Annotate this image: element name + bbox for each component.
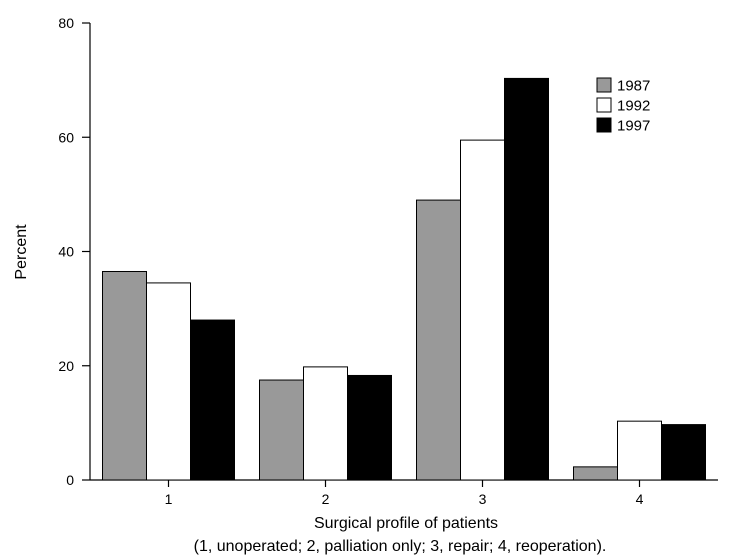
- legend: 1987 1992 1997: [596, 77, 650, 135]
- legend-swatch-1992: [596, 97, 612, 113]
- bar-1992-cat-4: [617, 420, 662, 481]
- bar-1997-cat-2: [347, 374, 392, 481]
- legend-swatch-1997: [596, 117, 612, 133]
- x-tick-label: 3: [479, 491, 487, 507]
- bar-1987-cat-4: [573, 466, 618, 481]
- x-tick-label: 4: [636, 491, 644, 507]
- x-tick-label: 1: [165, 491, 173, 507]
- bar-1992-cat-1: [146, 282, 191, 481]
- bar-1997-cat-1: [190, 319, 235, 481]
- legend-label-1997: 1997: [617, 118, 650, 135]
- legend-label-1992: 1992: [617, 98, 650, 115]
- y-tick-label: 60: [58, 129, 74, 145]
- x-axis-note: (1, unoperated; 2, palliation only; 3, r…: [194, 538, 607, 555]
- y-tick-label: 20: [58, 358, 74, 374]
- bar-1992-cat-2: [303, 366, 348, 481]
- bar-1987-cat-1: [102, 270, 147, 481]
- x-tick-label: 2: [322, 491, 330, 507]
- bar-1997-cat-3: [504, 77, 549, 481]
- bar-1992-cat-3: [460, 139, 505, 481]
- legend-label-1987: 1987: [617, 78, 650, 95]
- bar-1987-cat-3: [416, 199, 461, 481]
- bar-1997-cat-4: [661, 424, 706, 481]
- bar-1987-cat-2: [259, 379, 304, 481]
- y-axis-label: Percent: [13, 224, 30, 280]
- legend-swatch-1987: [596, 77, 612, 93]
- y-tick-label: 0: [66, 472, 74, 488]
- x-axis-label: Surgical profile of patients: [314, 515, 498, 532]
- bars: [102, 77, 706, 481]
- y-tick-label: 80: [58, 15, 74, 31]
- y-tick-label: 40: [58, 244, 74, 260]
